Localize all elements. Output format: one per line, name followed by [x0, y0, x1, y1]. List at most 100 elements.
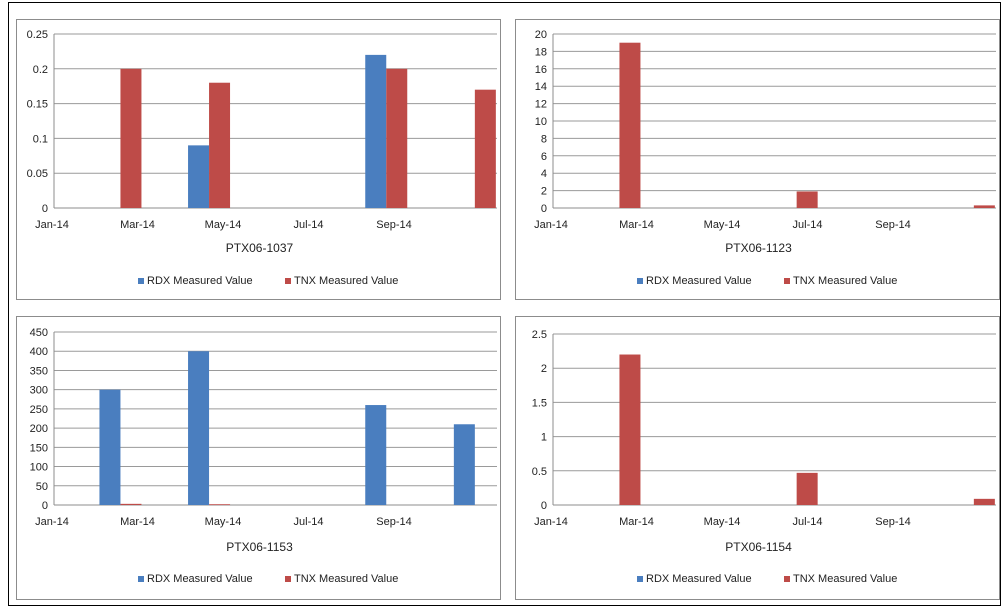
x-tick-label: May-14	[704, 219, 741, 231]
bar-rdx-measured-value-sep-14	[453, 424, 475, 505]
legend-label-tnx-measured-value: TNX Measured Value	[294, 275, 398, 287]
y-tick-label: 1.5	[532, 397, 547, 409]
legend-label-rdx-measured-value: RDX Measured Value	[646, 573, 752, 585]
figure-frame: 0 0.05 0.1 0.15 0.2 0.25 Jan-14 Mar-14 May-14 Jul…	[8, 2, 1001, 606]
bar-tnx-measured-value-jan-14	[619, 354, 641, 505]
x-tick-label: Sep-14	[875, 516, 910, 528]
legend-label-tnx-measured-value: TNX Measured Value	[793, 275, 897, 287]
chart-panel-ptx06-1154: 0 0.5 1 1.5 2 2.5 Jan-14 Mar-14 May-14 Jul-14 Sep-…	[515, 316, 1000, 600]
chart-title: PTX06-1037	[226, 241, 294, 255]
x-tick-label: Sep-14	[376, 219, 411, 231]
legend-label-tnx-measured-value: TNX Measured Value	[294, 573, 398, 585]
x-tick-label: Jul-14	[793, 516, 823, 528]
legend-label-rdx-measured-value: RDX Measured Value	[646, 275, 752, 287]
legend-label-rdx-measured-value: RDX Measured Value	[147, 275, 253, 287]
x-tick-label: May-14	[205, 219, 242, 231]
x-tick-label: May-14	[704, 516, 741, 528]
bar-tnx-measured-value-may-14	[796, 191, 818, 208]
chart-svg-ptx06-1154: 0 0.5 1 1.5 2 2.5 Jan-14 Mar-14 May-14 Jul-14 Sep-…	[532, 329, 996, 585]
x-tick-label: Jan-14	[35, 516, 69, 528]
chart-title: PTX06-1154	[725, 540, 792, 554]
legend-swatch-tnx-measured-value	[784, 278, 790, 284]
y-tick-label: 8	[541, 133, 547, 145]
y-tick-label: 0.05	[27, 168, 48, 180]
chart-panel-ptx06-1153: 0 50 100 150 200 250 300 350 400 450 Jan-14 Mar-14 M…	[16, 316, 501, 600]
chart-title: PTX06-1123	[725, 241, 792, 255]
y-tick-label: 0	[541, 500, 547, 512]
y-tick-label: 6	[541, 151, 547, 163]
y-tick-label: 400	[30, 346, 48, 358]
legend-swatch-tnx-measured-value	[784, 576, 790, 582]
bar-tnx-measured-value-jul-14	[386, 68, 408, 208]
y-tick-label: 300	[30, 385, 48, 397]
bar-tnx-measured-value-sep-14	[474, 89, 496, 208]
chart-svg-ptx06-1037: 0 0.05 0.1 0.15 0.2 0.25 Jan-14 Mar-14 May-14 Jul…	[27, 29, 497, 287]
x-tick-label: Jan-14	[35, 219, 69, 231]
y-tick-label: 2	[541, 186, 547, 198]
bar-rdx-measured-value-mar-14	[188, 145, 210, 208]
bar-tnx-measured-value-may-14	[796, 472, 818, 505]
bar-tnx-measured-value-mar-14	[209, 504, 231, 506]
y-tick-label: 0	[541, 203, 547, 215]
y-tick-label: 0	[42, 500, 48, 512]
legend-swatch-rdx-measured-value	[138, 576, 144, 582]
y-tick-label: 0.2	[33, 64, 48, 76]
bar-tnx-measured-value-mar-14	[209, 82, 231, 208]
x-tick-label: Jan-14	[534, 516, 568, 528]
y-tick-label: 250	[30, 404, 48, 416]
x-tick-label: Jul-14	[793, 219, 823, 231]
x-tick-label: Jul-14	[294, 516, 324, 528]
bar-tnx-measured-value-jan-14	[120, 503, 142, 505]
y-tick-label: 12	[535, 99, 547, 111]
bar-rdx-measured-value-mar-14	[188, 351, 210, 505]
y-tick-label: 2.5	[532, 329, 547, 341]
legend-label-rdx-measured-value: RDX Measured Value	[147, 573, 253, 585]
chart-svg-ptx06-1153: 0 50 100 150 200 250 300 350 400 450 Jan-14 Mar-14 M…	[30, 327, 497, 585]
x-tick-label: Jul-14	[294, 219, 324, 231]
y-tick-label: 0.5	[532, 466, 547, 478]
x-tick-label: Mar-14	[120, 219, 155, 231]
y-tick-label: 0.25	[27, 29, 48, 41]
y-tick-label: 0	[42, 203, 48, 215]
x-tick-label: Mar-14	[619, 516, 654, 528]
chart-title: PTX06-1153	[226, 540, 293, 554]
bar-tnx-measured-value-sep-14	[973, 205, 995, 208]
y-tick-label: 10	[535, 116, 547, 128]
y-tick-label: 0.15	[27, 99, 48, 111]
legend-swatch-tnx-measured-value	[285, 278, 291, 284]
bar-tnx-measured-value-jan-14	[619, 42, 641, 209]
bar-rdx-measured-value-jul-14	[365, 54, 387, 208]
y-tick-label: 1	[541, 432, 547, 444]
legend-swatch-tnx-measured-value	[285, 576, 291, 582]
bar-tnx-measured-value-sep-14	[973, 498, 995, 505]
y-tick-label: 100	[30, 462, 48, 474]
y-tick-label: 200	[30, 423, 48, 435]
legend-swatch-rdx-measured-value	[138, 278, 144, 284]
chart-svg-ptx06-1123: 0 2 4 6 8 10 12 14 16 18 20 Jan-14 Mar-14 May-14 Jul-1…	[534, 29, 996, 287]
legend-swatch-rdx-measured-value	[637, 278, 643, 284]
bar-rdx-measured-value-jul-14	[365, 405, 387, 505]
y-tick-label: 350	[30, 365, 48, 377]
x-tick-label: May-14	[205, 516, 242, 528]
y-tick-label: 150	[30, 442, 48, 454]
legend-swatch-rdx-measured-value	[637, 576, 643, 582]
bar-rdx-measured-value-jan-14	[99, 389, 121, 505]
legend-label-tnx-measured-value: TNX Measured Value	[793, 573, 897, 585]
y-tick-label: 4	[541, 168, 547, 180]
y-tick-label: 16	[535, 64, 547, 76]
y-tick-label: 2	[541, 363, 547, 375]
y-tick-label: 0.1	[33, 133, 48, 145]
x-tick-label: Mar-14	[619, 219, 654, 231]
chart-panel-ptx06-1037: 0 0.05 0.1 0.15 0.2 0.25 Jan-14 Mar-14 May-14 Jul…	[16, 19, 501, 300]
y-tick-label: 50	[36, 481, 48, 493]
x-tick-label: Sep-14	[875, 219, 910, 231]
y-tick-label: 14	[535, 81, 547, 93]
x-tick-label: Sep-14	[376, 516, 411, 528]
chart-panel-ptx06-1123: 0 2 4 6 8 10 12 14 16 18 20 Jan-14 Mar-14 May-14 Jul-1…	[515, 19, 1000, 300]
y-tick-label: 20	[535, 29, 547, 41]
y-tick-label: 18	[535, 46, 547, 58]
x-tick-label: Jan-14	[534, 219, 568, 231]
y-tick-label: 450	[30, 327, 48, 339]
bar-tnx-measured-value-jan-14	[120, 68, 142, 208]
x-tick-label: Mar-14	[120, 516, 155, 528]
